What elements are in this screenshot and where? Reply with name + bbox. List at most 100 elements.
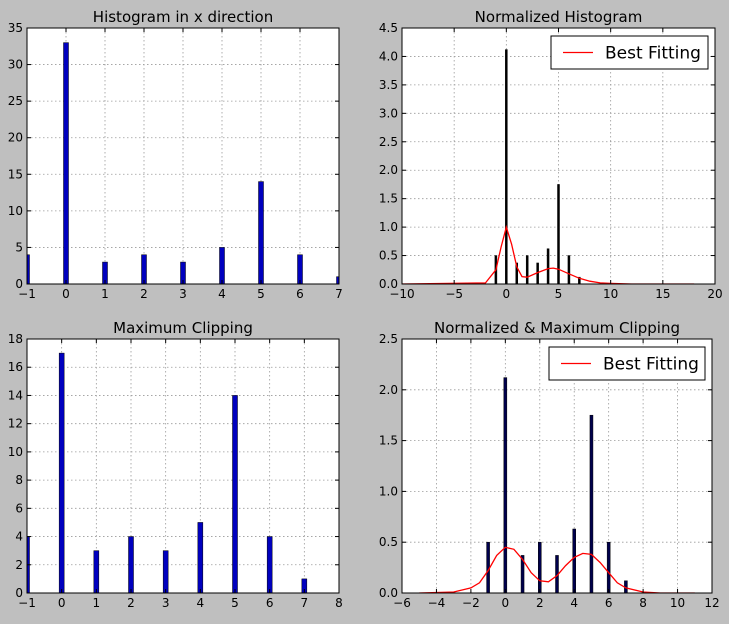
x-tick-label: −6 — [393, 596, 411, 610]
bar — [520, 555, 525, 593]
x-tick-label: 5 — [257, 287, 265, 301]
y-tick-label: 8 — [15, 473, 23, 487]
x-tick-label: 2 — [536, 596, 544, 610]
y-tick-label: 25 — [8, 94, 23, 108]
y-tick-label: 0 — [15, 277, 23, 291]
plot-area — [27, 339, 339, 593]
x-tick-label: 6 — [296, 287, 304, 301]
y-tick-label: 16 — [8, 360, 23, 374]
x-tick-label: 4 — [218, 287, 226, 301]
plot-marks — [419, 377, 695, 593]
axes-frame — [401, 338, 713, 594]
y-tick-label: 0 — [15, 586, 23, 600]
x-tick-label: 2 — [127, 596, 135, 610]
y-tick-label: 0.5 — [379, 535, 398, 549]
chart-2: −10 −5 0 5 10 15 20 0.0 0.5 1.0 1.5 2.0 2.5 3.0 3.5 4.0… — [379, 8, 723, 301]
y-tick-label: 5 — [15, 240, 23, 254]
bar — [197, 522, 204, 593]
x-tick-label: 6 — [605, 596, 613, 610]
x-tick-label: −2 — [462, 596, 480, 610]
y-tick-label: 0.0 — [379, 277, 398, 291]
bar — [505, 49, 508, 284]
y-tick-label: 4 — [15, 530, 23, 544]
x-tick-label: 15 — [655, 287, 670, 301]
bar — [546, 248, 550, 284]
bar — [219, 247, 225, 284]
y-tick-label: 6 — [15, 501, 23, 515]
x-tick-label: 5 — [231, 596, 239, 610]
chart-title: Maximum Clipping — [113, 319, 253, 337]
bar — [63, 42, 69, 284]
y-tick-label: 12 — [8, 417, 23, 431]
y-tick-label: 0.5 — [379, 249, 398, 263]
chart-4: −6 −4 −2 0 2 4 6 8 10 12 0.0 0.5 1.0 1.5 2.0 2.5 Normali… — [379, 319, 720, 610]
x-tick-label: 3 — [162, 596, 170, 610]
x-tick-label: −1 — [18, 287, 36, 301]
bar — [141, 254, 147, 284]
x-tick-label: −10 — [389, 287, 414, 301]
y-tick-label: 3.0 — [379, 106, 398, 120]
y-tick-label: 35 — [8, 21, 23, 35]
y-tick-label: 4.0 — [379, 49, 398, 63]
bar — [567, 255, 571, 284]
bar — [336, 276, 339, 284]
x-tick-label: 3 — [179, 287, 187, 301]
x-tick-label: 5 — [555, 287, 563, 301]
chart-title: Normalized & Maximum Clipping — [434, 319, 680, 337]
bar — [538, 541, 542, 593]
x-tick-label: 10 — [670, 596, 685, 610]
fit-line — [419, 546, 695, 593]
axes-frame — [26, 338, 340, 594]
x-tick-label: 1 — [93, 596, 101, 610]
legend-label: Best Fitting — [603, 355, 699, 375]
bar — [578, 276, 581, 284]
y-tick-label: 2.0 — [379, 163, 398, 177]
x-tick-label: 8 — [335, 596, 343, 610]
bar — [297, 254, 303, 284]
x-tick-label: −5 — [445, 287, 463, 301]
bar — [515, 262, 519, 284]
bar — [27, 254, 30, 284]
x-tick-label: 0 — [58, 596, 66, 610]
chart-title: Normalized Histogram — [475, 8, 643, 26]
y-tick-label: 20 — [8, 131, 23, 145]
y-tick-label: 3.5 — [379, 78, 398, 92]
x-tick-label: 0 — [502, 596, 510, 610]
bar — [258, 181, 264, 284]
y-tick-label: 15 — [8, 167, 23, 181]
legend-label: Best Fitting — [605, 44, 701, 64]
y-tick-label: 14 — [8, 388, 23, 402]
x-tick-label: 4 — [570, 596, 578, 610]
bar — [301, 578, 308, 593]
bar — [503, 377, 508, 593]
x-tick-label: 20 — [707, 287, 722, 301]
x-tick-label: −4 — [428, 596, 446, 610]
y-tick-label: 2.5 — [379, 135, 398, 149]
y-tick-label: 1.5 — [379, 434, 398, 448]
y-tick-label: 10 — [8, 445, 23, 459]
y-tick-label: 2 — [15, 558, 23, 572]
bar — [589, 414, 594, 593]
y-tick-label: 2.5 — [379, 332, 398, 346]
x-tick-label: 2 — [140, 287, 148, 301]
y-tick-label: 30 — [8, 58, 23, 72]
y-tick-label: 2.0 — [379, 383, 398, 397]
x-tick-label: 7 — [335, 287, 343, 301]
y-tick-label: 10 — [8, 204, 23, 218]
bar — [128, 536, 134, 593]
bar — [93, 550, 100, 593]
y-tick-label: 18 — [8, 332, 23, 346]
x-tick-label: 10 — [603, 287, 618, 301]
y-tick-label: 0.0 — [379, 586, 398, 600]
bar — [232, 395, 238, 593]
plot-area — [402, 339, 712, 593]
y-tick-label: 1.0 — [379, 220, 398, 234]
x-tick-label: 0 — [503, 287, 511, 301]
bar — [58, 352, 65, 593]
plot-marks — [27, 42, 339, 284]
bar — [266, 536, 273, 593]
